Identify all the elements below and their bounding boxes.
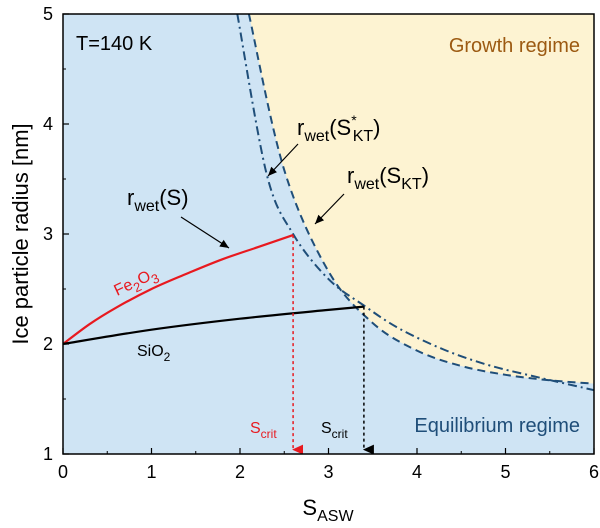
annotation-r-wet-s: rwet(S)	[127, 185, 189, 215]
growth-regime-label: Growth regime	[449, 35, 580, 57]
series-label-sio2: SiO2	[137, 343, 171, 364]
growth-region	[248, 14, 594, 384]
critical-label-sio2: Scrit	[321, 420, 348, 441]
temperature-label: T=140 K	[76, 33, 153, 55]
y-tick-label: 3	[43, 224, 53, 244]
y-tick-label: 4	[43, 114, 53, 134]
series-line-fe2o3	[63, 234, 294, 345]
x-tick-label: 4	[412, 462, 422, 482]
equilibrium-regime-label: Equilibrium regime	[414, 415, 580, 437]
x-axis-title: SASW	[302, 495, 354, 525]
x-tick-label: 3	[323, 462, 333, 482]
x-tick-label: 2	[235, 462, 245, 482]
y-tick-label: 2	[43, 334, 53, 354]
annotation-arrow-r-wet-s	[180, 216, 230, 249]
x-tick-label: 5	[500, 462, 510, 482]
x-axis-ticks: 0 1 2 3 4 5 6	[58, 448, 599, 482]
y-tick-label: 1	[43, 444, 53, 464]
y-axis-title: Ice particle radius [nm]	[8, 123, 33, 344]
x-tick-label: 0	[58, 462, 68, 482]
series-line-sio2	[63, 305, 365, 346]
annotation-arrow-r-wet-s-kt	[314, 193, 345, 225]
x-axis-title-sub: ASW	[317, 508, 354, 525]
x-tick-label: 6	[589, 462, 599, 482]
annotation-arrow-r-wet-s-star-kt	[267, 143, 299, 177]
x-tick-label: 1	[146, 462, 156, 482]
annotation-r-wet-s-kt: rwet(SKT)	[347, 163, 429, 193]
annotation-r-wet-s-star-kt: rwet(S* KT)	[297, 112, 380, 145]
critical-label-fe2o3: Scrit	[250, 420, 277, 441]
y-axis-ticks: 1 2 3 4 5	[43, 4, 69, 464]
series-line-r-wet-s-star-kt	[247, 14, 594, 385]
y-tick-label: 5	[43, 4, 53, 24]
